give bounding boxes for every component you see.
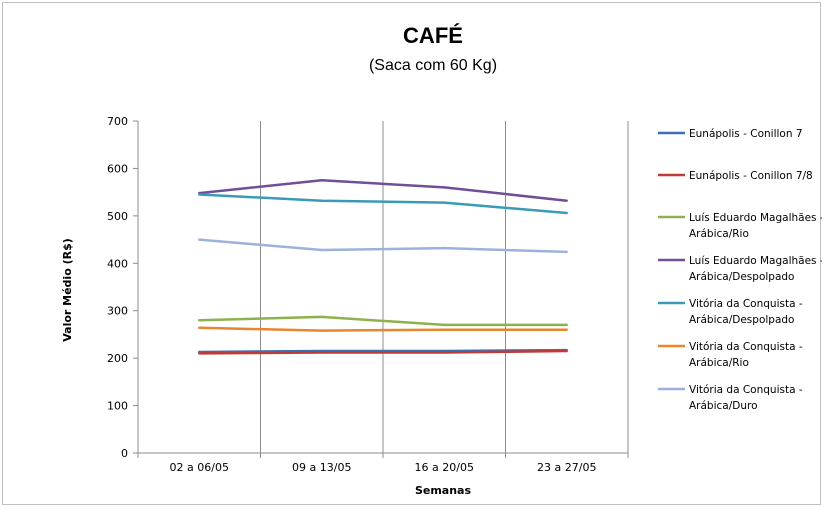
chart-svg: CAFÉ (Saca com 60 Kg) 0 100 200 300 400 500 60… bbox=[61, 23, 822, 497]
series-point-7 bbox=[565, 250, 568, 254]
series-point-2 bbox=[443, 351, 446, 354]
series-point-3 bbox=[198, 319, 201, 322]
legend-label-5: Vitória da Conquista - bbox=[689, 298, 803, 310]
legend-label-6: Arábica/Rio bbox=[689, 357, 749, 369]
series-point-4 bbox=[320, 179, 323, 182]
y-tick-label: 300 bbox=[107, 305, 128, 318]
legend-label-1: Eunápolis - Conillon 7 bbox=[689, 128, 803, 140]
legend-label-7: Vitória da Conquista - bbox=[689, 384, 803, 396]
series-point-7 bbox=[320, 248, 323, 252]
x-tick-label: 09 a 13/05 bbox=[292, 461, 351, 474]
legend-label-2: Eunápolis - Conillon 7/8 bbox=[689, 170, 813, 182]
series-point-5 bbox=[443, 201, 446, 204]
series-point-5 bbox=[565, 211, 568, 215]
series-point-5 bbox=[320, 199, 323, 202]
series-point-7 bbox=[443, 246, 446, 250]
y-tick-label: 100 bbox=[107, 400, 128, 413]
x-tick-label: 16 a 20/05 bbox=[415, 461, 474, 474]
series-point-3 bbox=[320, 315, 323, 319]
series-point-6 bbox=[443, 328, 446, 331]
chart-title: CAFÉ bbox=[403, 23, 463, 48]
legend-label-3: Luís Eduardo Magalhães - bbox=[689, 212, 822, 224]
series-line-3 bbox=[199, 315, 567, 327]
plot-area: 0 100 200 300 400 500 600 700 02 a 06/05 09 a 13/… bbox=[107, 115, 629, 474]
series-point-2 bbox=[198, 352, 201, 355]
series-point-6 bbox=[565, 328, 568, 331]
x-tick-label: 23 a 27/05 bbox=[537, 461, 596, 474]
legend: Eunápolis - Conillon 7 Eunápolis - Conill… bbox=[658, 128, 822, 412]
y-tick-label: 700 bbox=[107, 115, 128, 128]
series-point-5 bbox=[198, 193, 201, 196]
series-point-3 bbox=[443, 323, 446, 327]
legend-label-6: Vitória da Conquista - bbox=[689, 341, 803, 353]
legend-label-3: Arábica/Rio bbox=[689, 228, 749, 240]
series-point-6 bbox=[320, 329, 323, 332]
x-axis-title: Semanas bbox=[415, 484, 472, 497]
chart-subtitle: (Saca com 60 Kg) bbox=[369, 57, 497, 74]
series-line-5 bbox=[199, 193, 567, 215]
y-tick-label: 0 bbox=[121, 447, 128, 460]
legend-label-5: Arábica/Despolpado bbox=[689, 314, 794, 326]
y-tick-label: 200 bbox=[107, 352, 128, 365]
series-point-4 bbox=[443, 186, 446, 189]
series-point-7 bbox=[198, 238, 201, 241]
y-tick-label: 600 bbox=[107, 162, 128, 175]
series-line-2 bbox=[199, 349, 567, 355]
series-point-6 bbox=[198, 326, 201, 329]
legend-label-7: Arábica/Duro bbox=[689, 400, 758, 412]
series-point-3 bbox=[565, 323, 568, 327]
series-line-4 bbox=[199, 179, 567, 202]
series-point-2 bbox=[320, 351, 323, 354]
y-tick-label: 400 bbox=[107, 257, 128, 270]
y-tick-label: 500 bbox=[107, 210, 128, 223]
x-tick-label: 02 a 06/05 bbox=[170, 461, 229, 474]
series-point-2 bbox=[565, 349, 568, 353]
series-line-7 bbox=[199, 238, 567, 254]
legend-label-4: Arábica/Despolpado bbox=[689, 271, 794, 283]
series-line-6 bbox=[199, 326, 567, 332]
y-axis-title: Valor Médio (R$) bbox=[61, 238, 74, 342]
series-point-4 bbox=[565, 199, 568, 202]
legend-label-4: Luís Eduardo Magalhães - bbox=[689, 255, 822, 267]
